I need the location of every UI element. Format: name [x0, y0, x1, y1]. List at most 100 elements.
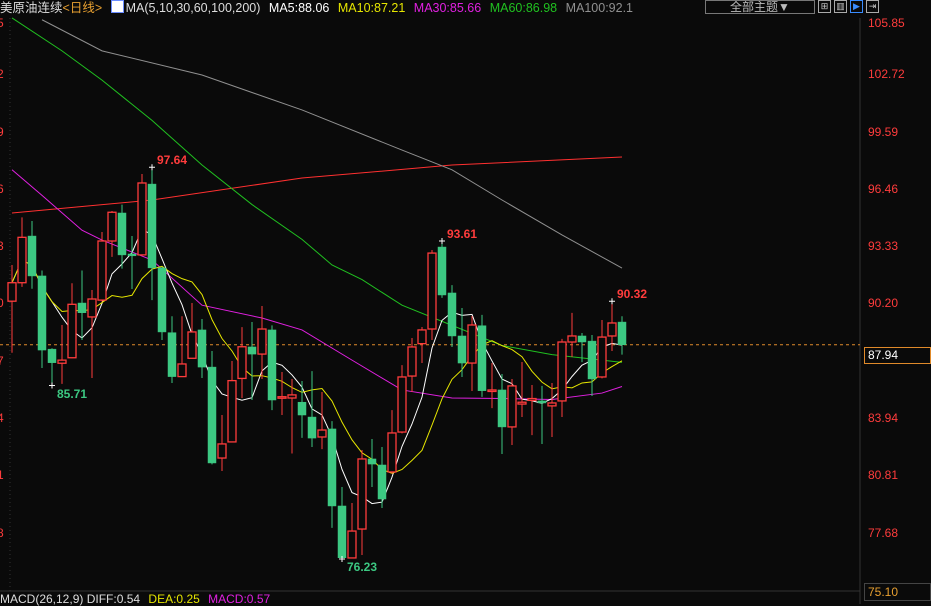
left-axis-tick: 6 — [0, 181, 4, 196]
candle[interactable] — [127, 236, 137, 289]
candle[interactable] — [547, 383, 557, 437]
candle-body-up — [187, 331, 197, 359]
export-icon[interactable]: ⇥ — [866, 0, 879, 13]
candle[interactable] — [327, 421, 337, 528]
candle[interactable] — [207, 350, 217, 465]
candle[interactable] — [507, 378, 517, 446]
extreme-marker — [339, 556, 345, 563]
candle[interactable] — [27, 221, 37, 289]
candle[interactable] — [417, 327, 427, 364]
candle-body-up — [557, 341, 567, 402]
candle[interactable] — [187, 303, 197, 359]
theme-dropdown[interactable]: 全部主题▼ — [705, 0, 815, 14]
candle[interactable] — [447, 285, 457, 347]
candle[interactable] — [527, 385, 537, 436]
candle[interactable] — [537, 385, 547, 444]
candle[interactable] — [517, 361, 527, 418]
candle[interactable] — [287, 378, 297, 454]
candle[interactable] — [317, 391, 327, 450]
candle[interactable] — [557, 338, 567, 418]
left-axis-tick: 0 — [0, 296, 4, 311]
candle[interactable] — [267, 325, 277, 411]
candle[interactable] — [217, 415, 227, 472]
candle-body-up — [397, 376, 407, 433]
candle[interactable] — [37, 270, 47, 368]
candle[interactable] — [177, 316, 187, 378]
candle[interactable] — [247, 322, 257, 401]
low-price-label: 85.71 — [57, 386, 88, 401]
price-tick: 90.20 — [868, 296, 899, 311]
candle-body-up — [17, 236, 27, 284]
candle[interactable] — [457, 307, 467, 377]
candle[interactable] — [237, 327, 247, 399]
candle[interactable] — [147, 167, 157, 301]
candle[interactable] — [47, 348, 57, 386]
candle[interactable] — [57, 324, 67, 384]
candle[interactable] — [87, 290, 97, 379]
candle[interactable] — [397, 365, 407, 434]
candle[interactable] — [597, 320, 607, 379]
candle-body-up — [407, 346, 417, 377]
instrument-title[interactable]: 美原油连续 — [0, 1, 63, 15]
ma30-value: MA30:85.66 — [413, 1, 482, 15]
candle[interactable] — [437, 240, 447, 298]
extreme-marker — [439, 237, 445, 244]
candle[interactable] — [7, 264, 17, 353]
axis-bottom-value: 75.10 — [864, 583, 931, 601]
candle[interactable] — [567, 312, 577, 358]
macd-params[interactable]: MACD(26,12,9) — [0, 592, 84, 606]
candle[interactable] — [587, 335, 597, 396]
candle[interactable] — [227, 361, 237, 443]
candle[interactable] — [617, 316, 627, 355]
grid-icon[interactable]: ⊞ — [818, 0, 831, 13]
candle[interactable] — [387, 410, 397, 474]
candle[interactable] — [577, 333, 587, 363]
candle-body-up — [277, 396, 287, 399]
layout-icon[interactable]: ▥ — [834, 0, 847, 13]
toolbar: 全部主题▼ ⊞ ▥ ▶ ⇥ — [705, 0, 879, 14]
candle[interactable] — [337, 486, 347, 560]
macd-diff: DIFF:0.54 — [86, 592, 141, 606]
candle[interactable] — [367, 438, 377, 487]
candle[interactable] — [297, 380, 307, 438]
candle[interactable] — [97, 232, 107, 302]
candle[interactable] — [347, 503, 357, 559]
candle-body-up — [467, 324, 477, 364]
candle-body-down — [147, 183, 157, 269]
left-axis-tick: 7 — [0, 353, 4, 368]
candle-body-down — [477, 325, 487, 391]
candle-body-up — [97, 240, 107, 301]
candle[interactable] — [467, 316, 477, 392]
candle[interactable] — [257, 305, 267, 379]
candle[interactable] — [307, 371, 317, 448]
candle[interactable] — [137, 174, 147, 256]
macd-dea: DEA:0.25 — [148, 592, 200, 606]
candle[interactable] — [197, 318, 207, 379]
ma-params[interactable]: MA(5,10,30,60,100,200) — [125, 1, 261, 15]
candle[interactable] — [77, 270, 87, 340]
candle[interactable] — [477, 314, 487, 397]
candle[interactable] — [117, 204, 127, 269]
candle[interactable] — [67, 283, 77, 359]
play-icon[interactable]: ▶ — [850, 0, 863, 13]
candle[interactable] — [277, 372, 287, 416]
candle[interactable] — [607, 301, 617, 351]
candle[interactable] — [487, 363, 497, 409]
candle[interactable] — [407, 337, 417, 392]
ma5-line — [11, 228, 623, 505]
price-tick: 83.94 — [868, 410, 899, 425]
candle[interactable] — [107, 210, 117, 257]
candle[interactable] — [377, 447, 387, 508]
candle[interactable] — [357, 449, 367, 556]
period-label[interactable]: <日线> — [62, 1, 103, 15]
candle-body-down — [127, 253, 137, 257]
ma-indicator-icon[interactable] — [110, 0, 124, 13]
candle[interactable] — [157, 266, 167, 340]
candle[interactable] — [167, 316, 177, 383]
candle[interactable] — [497, 374, 507, 455]
candle[interactable] — [427, 249, 437, 340]
candle-body-up — [417, 329, 427, 345]
candle-body-up — [177, 363, 187, 378]
candle[interactable] — [17, 217, 27, 287]
